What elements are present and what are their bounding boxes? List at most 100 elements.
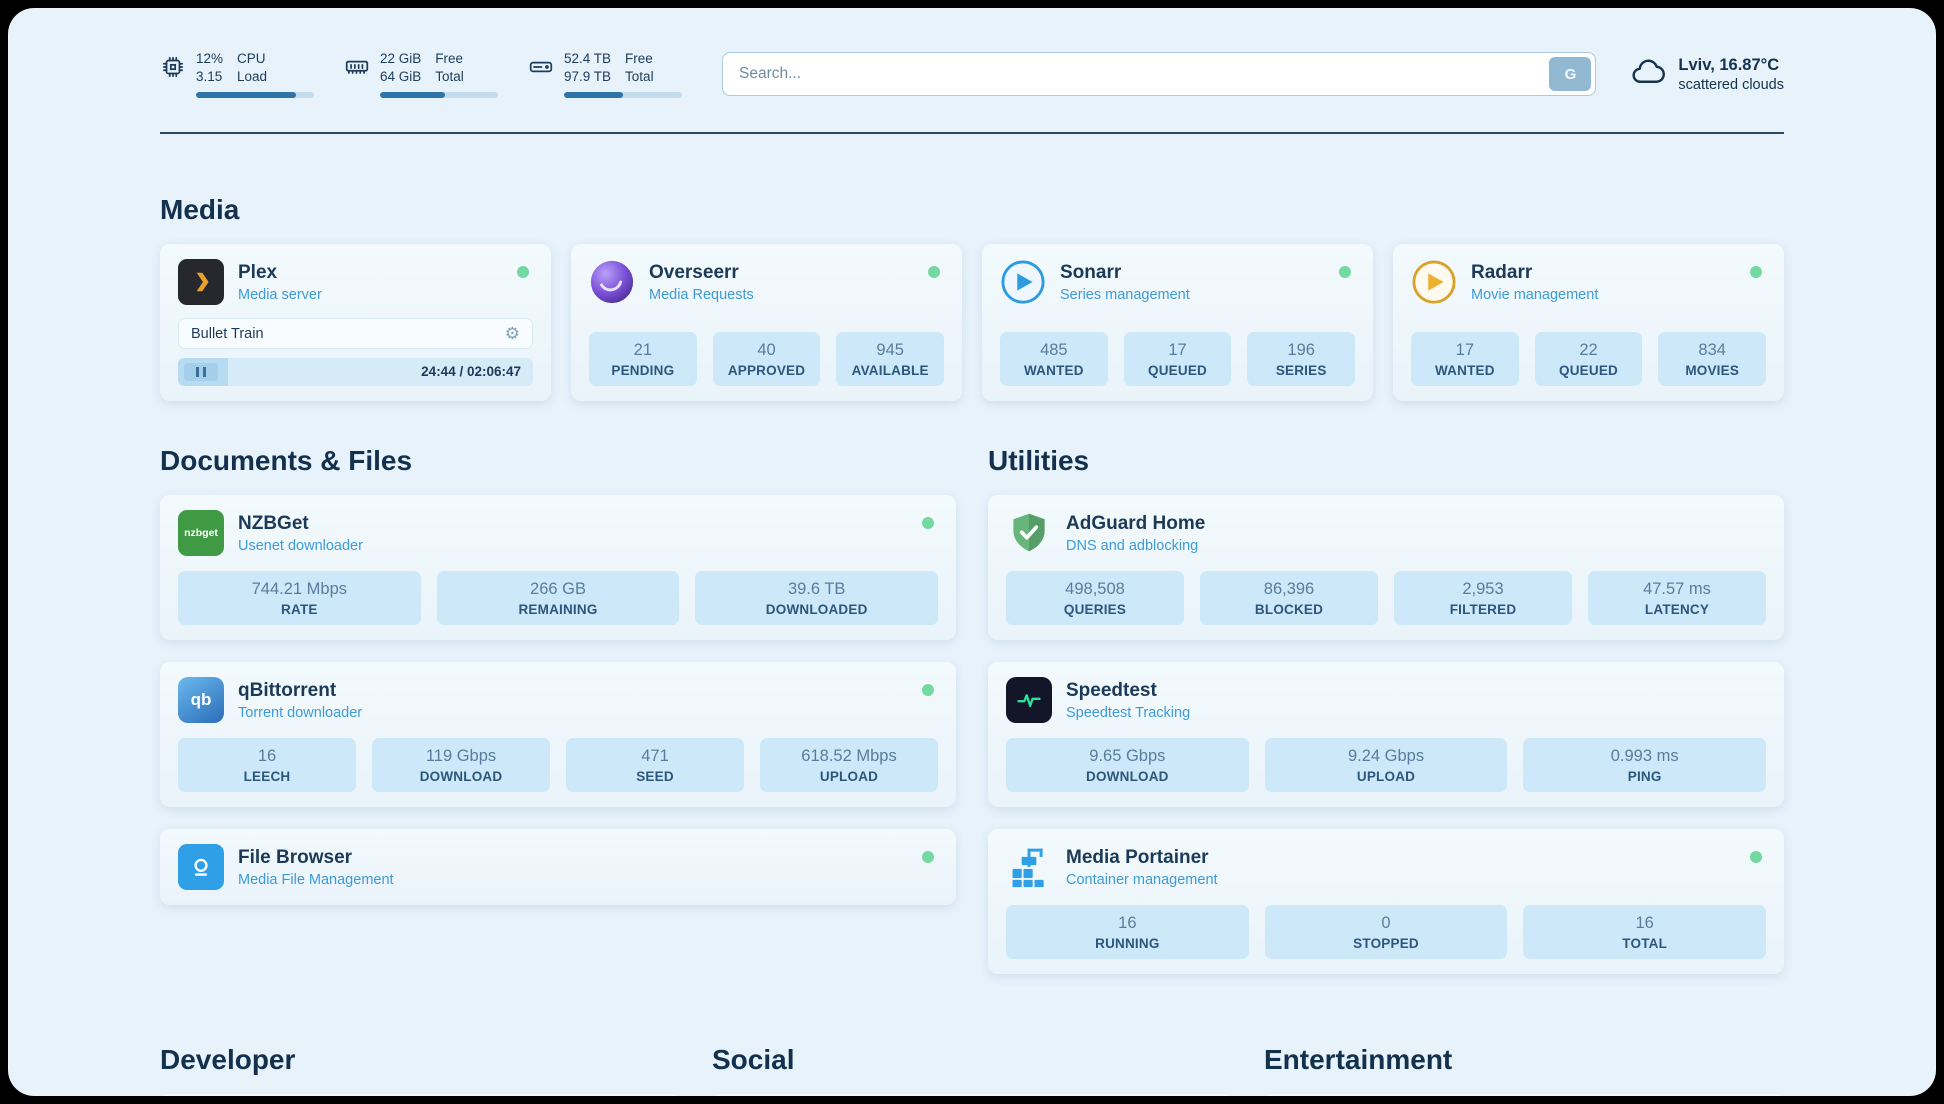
stat-value: 17 [1455,341,1475,360]
service-name: Media Portainer [1066,846,1209,868]
stat-pending: 21 PENDING [589,332,697,387]
service-subtitle: Torrent downloader [238,704,363,721]
disk-free-value: 52.4 TB [564,51,612,66]
disk-progressbar [564,92,682,99]
disk-monitor-body: 52.4 TB 97.9 TB Free Total [564,50,682,99]
portainer-icon [1006,844,1052,890]
stat-remaining: 266 GB REMAINING [436,571,680,626]
service-name: Sonarr [1060,261,1122,283]
radarr-link[interactable]: Radarr Movie management [1411,259,1766,305]
service-subtitle: Media File Management [238,871,394,888]
stat-filtered: 2,953 FILTERED [1394,571,1572,626]
radarr-title-block: Radarr Movie management [1471,262,1598,303]
stat-latency: 47.57 ms LATENCY [1588,571,1766,626]
stat-value: 266 GB [530,580,586,599]
service-name: Plex [238,261,278,283]
qbittorrent-link[interactable]: qb qBittorrent Torrent downloader [178,677,938,724]
stat-movies: 834 MOVIES [1658,332,1767,387]
nzbget-status-indicator [922,517,934,530]
stat-value: 39.6 TB [787,580,846,599]
portainer-stats: 16 RUNNING 0 STOPPED 16 TOTAL [1006,890,1767,960]
ram-label-bottom: Total [435,69,464,85]
filebrowser-link[interactable]: File Browser Media File Management [178,844,938,891]
stat-value: 945 [876,341,904,360]
stat-label: RUNNING [1095,936,1160,952]
stat-label: DOWNLOADED [765,602,868,618]
search-provider-button[interactable]: G [1549,57,1592,92]
plex-link[interactable]: Plex Media server [178,259,533,306]
qbittorrent-icon: qb [178,677,224,724]
pause-button[interactable] [184,363,218,382]
stat-value: 0.993 ms [1610,747,1679,766]
disk-icon [528,54,554,85]
stat-label: QUEUED [1559,363,1618,379]
section-title-social: Social [712,1044,795,1076]
service-name: Overseerr [649,261,739,283]
section-social: Social LI LinkedIn linkedin.com TW Twitt… [712,1044,1232,1096]
adguard-stats: 498,508 QUERIES 86,396 BLOCKED 2,953 FIL… [1006,556,1766,626]
nzbget-card: nzbget NZBGet Usenet downloader 744.21 M… [160,495,956,641]
stat-label: DOWNLOAD [1086,769,1169,785]
link-linkedin[interactable]: LI LinkedIn linkedin.com [712,1094,1232,1096]
adguard-link[interactable]: AdGuard Home DNS and adblocking [1006,510,1766,556]
service-subtitle: Speedtest Tracking [1066,704,1191,721]
service-subtitle: Movie management [1471,286,1599,303]
stat-value: 22 [1579,341,1598,360]
stat-upload: 9.24 Gbps UPLOAD [1264,738,1508,793]
link-youtube[interactable]: YT YouTube youtube.com [1264,1094,1784,1096]
nzbget-icon-text: nzbget [184,527,218,540]
ram-total-value: 64 GiB [380,69,422,85]
overseerr-link[interactable]: Overseerr Media Requests [589,259,944,305]
speedtest-title-block: Speedtest Speedtest Tracking [1066,680,1190,721]
ram-icon [344,54,370,85]
cpu-monitor-body: 12% 3.15 CPU Load [196,50,314,99]
stat-value: 9.65 Gbps [1089,747,1166,766]
stat-download: 119 Gbps DOWNLOAD [372,738,550,793]
ram-monitor: 22 GiB 64 GiB Free Total [344,50,498,99]
stat-value: 744.21 Mbps [251,580,348,599]
sonarr-status-indicator [1339,266,1351,279]
plex-now-playing: Bullet Train ⚙ 24:44 / 02:06:47 [178,318,533,387]
stat-value: 119 Gbps [425,747,497,766]
adguard-card: AdGuard Home DNS and adblocking 498,508 … [988,495,1784,641]
radarr-stats: 17 WANTED 22 QUEUED 834 MOVIES [1411,317,1767,387]
sonarr-stats: 485 WANTED 17 QUEUED 196 SERIES [1000,317,1356,387]
cpu-progress-fill [196,92,297,99]
middle-columns: Documents & Files nzbget NZBGet Usenet d… [160,445,1784,975]
filebrowser-icon [178,844,224,891]
radarr-status-indicator [1750,266,1762,279]
stat-wanted: 17 WANTED [1411,332,1519,387]
cpu-percent-value: 12% [196,51,224,66]
service-name: Radarr [1471,261,1533,283]
media-grid: Plex Media server Bullet Train ⚙ 24:44 /… [160,244,1784,402]
dashboard: 12% 3.15 CPU Load [8,8,1936,1096]
playback-time: 24:44 / 02:06:47 [421,364,521,380]
stat-download: 9.65 Gbps DOWNLOAD [1006,738,1249,793]
search-input[interactable] [722,52,1597,97]
stat-running: 16 RUNNING [1006,905,1249,960]
topbar: 12% 3.15 CPU Load [160,50,1784,99]
disk-progress-fill [564,92,623,99]
system-monitors: 12% 3.15 CPU Load [160,50,682,99]
nzbget-link[interactable]: nzbget NZBGet Usenet downloader [178,510,938,557]
stat-upload: 618.52 Mbps UPLOAD [760,738,938,793]
stat-value: 196 [1287,341,1315,360]
link-github[interactable]: GH Github github.com [160,1094,680,1096]
stat-label: BLOCKED [1254,602,1324,618]
speedtest-link[interactable]: Speedtest Speedtest Tracking [1006,677,1766,724]
section-title-developer: Developer [160,1044,296,1076]
stat-value: 2,953 [1462,580,1504,599]
topbar-divider [160,132,1784,135]
sonarr-link[interactable]: Sonarr Series management [1000,259,1355,305]
stat-label: REMAINING [518,602,598,618]
playback-progressbar[interactable]: 24:44 / 02:06:47 [178,358,533,387]
ram-monitor-body: 22 GiB 64 GiB Free Total [380,50,498,99]
gear-icon[interactable]: ⚙ [504,324,520,344]
service-subtitle: Usenet downloader [238,537,363,554]
qbittorrent-title-block: qBittorrent Torrent downloader [238,680,362,721]
service-subtitle: Media Requests [649,286,754,303]
stat-label: FILTERED [1449,602,1517,618]
disk-label-bottom: Total [625,69,654,85]
portainer-link[interactable]: Media Portainer Container management [1006,844,1766,890]
plex-title-block: Plex Media server [238,262,322,303]
